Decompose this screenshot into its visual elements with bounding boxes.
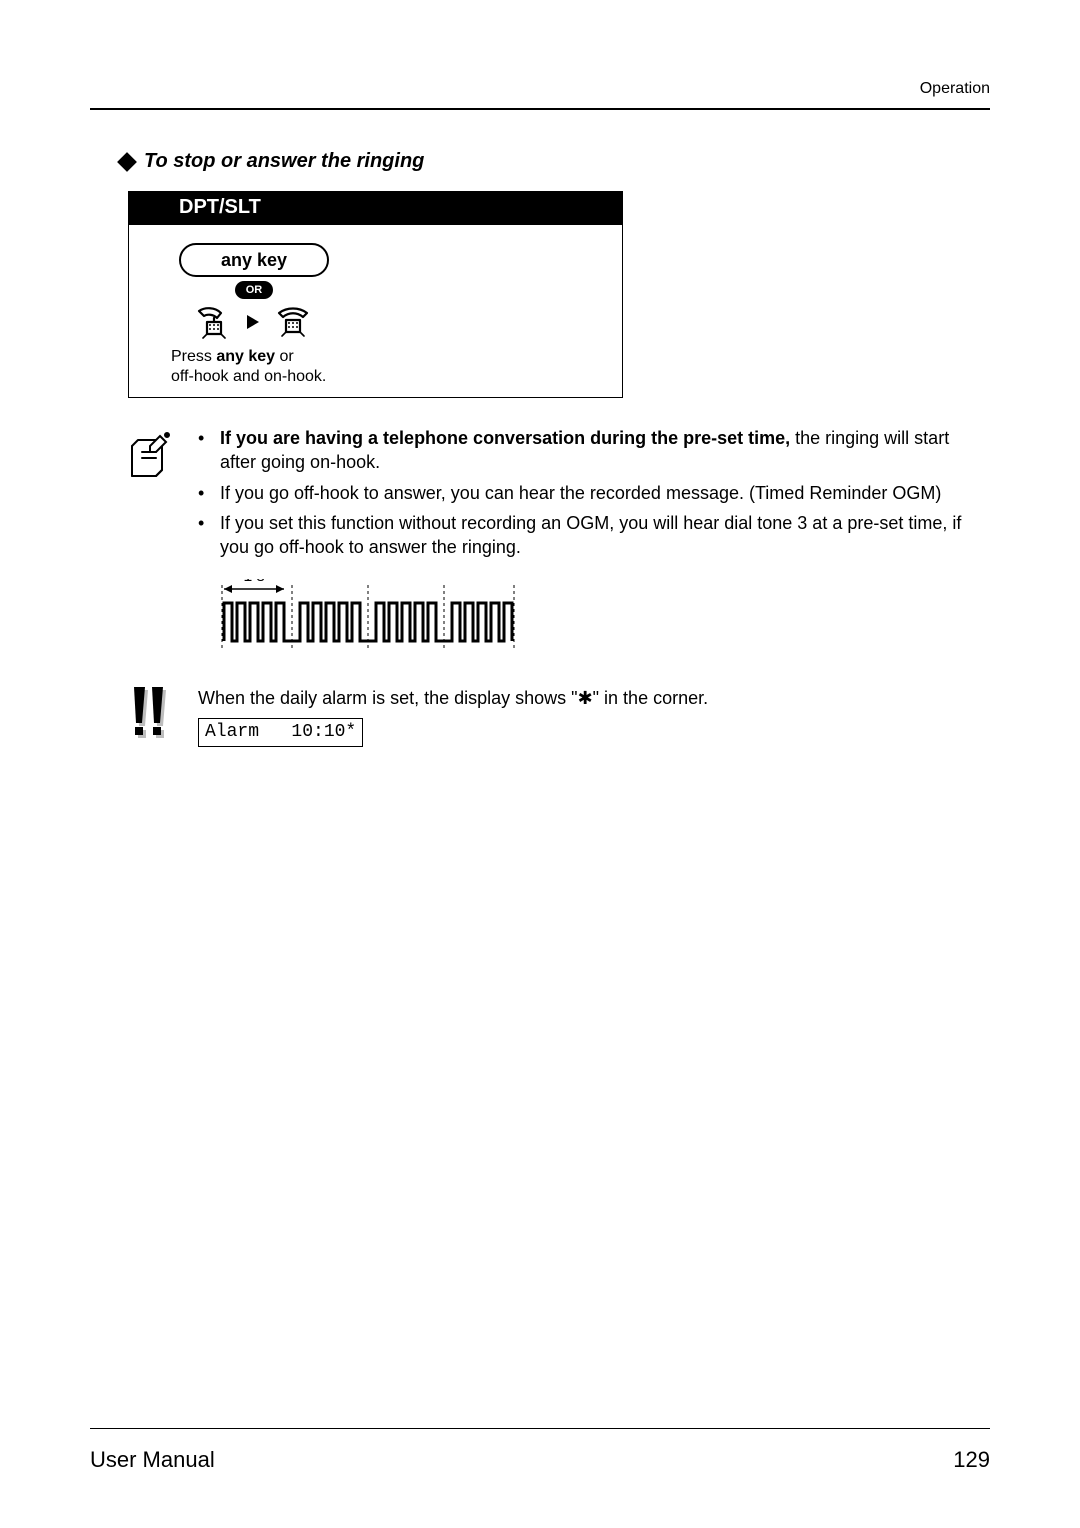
diamond-bullet-icon [117,152,137,172]
footer-rule [90,1428,990,1429]
tip-text: When the daily alarm is set, the display… [198,686,990,711]
page-footer: User Manual 129 [90,1428,990,1473]
onhook-icon [271,305,315,339]
tip-text-post: " in the corner. [593,688,708,708]
offhook-icon [193,305,237,339]
note-item-1: If you are having a telephone conversati… [198,426,990,475]
hook-icons-row [169,305,339,339]
tip-star: ✱ [578,688,593,708]
procedure-body: any key OR [129,225,622,397]
note-icon [124,430,176,482]
header-rule [90,108,990,110]
procedure-header: DPT/SLT [129,192,622,225]
tip-block: When the daily alarm is set, the display… [120,686,990,746]
exclamation-icon [125,686,175,742]
any-key-label: any key [221,250,287,271]
header-section: Operation [920,80,990,97]
svg-text:1 s: 1 s [243,579,264,585]
tip-text-pre: When the daily alarm is set, the display… [198,688,578,708]
procedure-box: DPT/SLT any key OR [128,191,623,398]
footer-left: User Manual [90,1447,215,1473]
caption-prefix: Press [171,348,216,365]
footer-page-number: 129 [953,1447,990,1473]
page-header: Operation [90,80,990,98]
note-item-2: If you go off-hook to answer, you can he… [198,481,990,505]
caption-bold: any key [216,348,275,365]
procedure-caption: Press any key or off-hook and on-hook. [169,347,339,387]
note1-bold: If you are having a telephone conversati… [220,428,790,448]
dialtone-waveform: 1 s [210,579,990,664]
or-pill: OR [235,281,273,299]
tip-body: When the daily alarm is set, the display… [198,686,990,746]
arrow-right-icon [247,313,261,331]
note-block: If you are having a telephone conversati… [120,426,990,565]
note-bullets: If you are having a telephone conversati… [198,426,990,565]
any-key-button-graphic: any key [179,243,329,277]
section-title: To stop or answer the ringing [144,150,424,173]
or-label: OR [246,284,263,296]
section-title-row: To stop or answer the ringing [120,150,990,173]
lcd-display: Alarm 10:10* [198,718,363,747]
note-item-3: If you set this function without recordi… [198,511,990,560]
